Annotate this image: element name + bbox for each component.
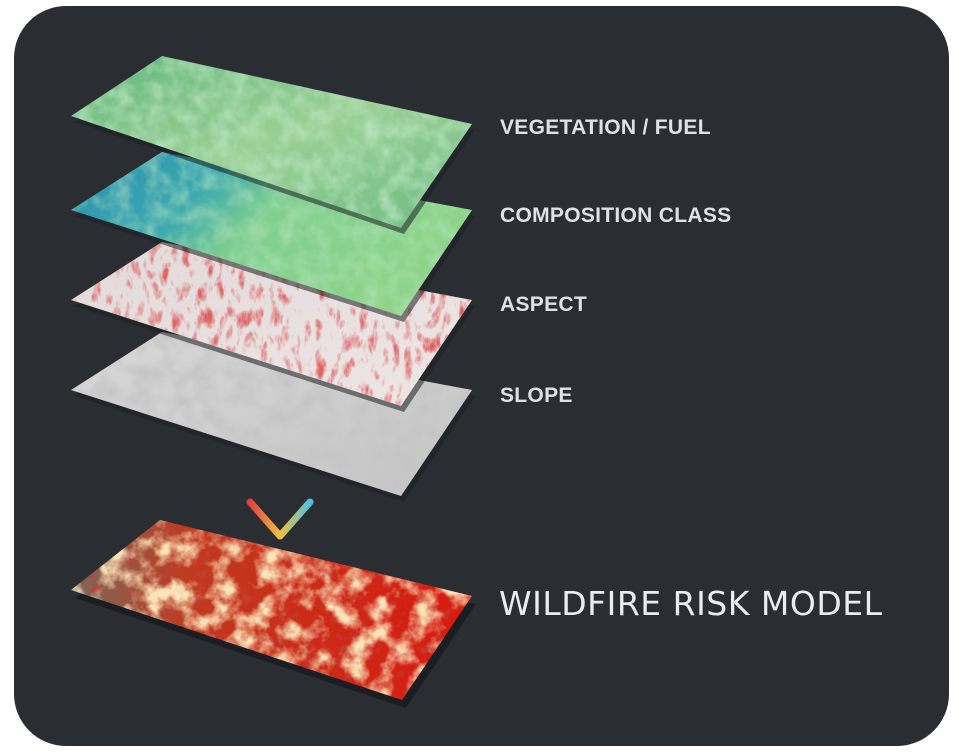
slope-label: SLOPE: [500, 384, 573, 407]
vegetation-fuel-layer: [71, 56, 475, 234]
wildfire-risk-model-title: WILDFIRE RISK MODEL: [499, 584, 883, 623]
aspect-label: ASPECT: [500, 293, 587, 316]
vegetation-fuel-label: VEGETATION / FUEL: [500, 116, 711, 139]
composition-class-label: COMPOSITION CLASS: [500, 204, 732, 227]
downward-arrow-icon: [246, 196, 314, 540]
diagram-panel: VEGETATION / FUEL COMPOSITION CLASS ASPE…: [14, 6, 949, 746]
wildfire-risk-layer: [71, 520, 476, 708]
layer-stack-illustration: [71, 56, 476, 708]
